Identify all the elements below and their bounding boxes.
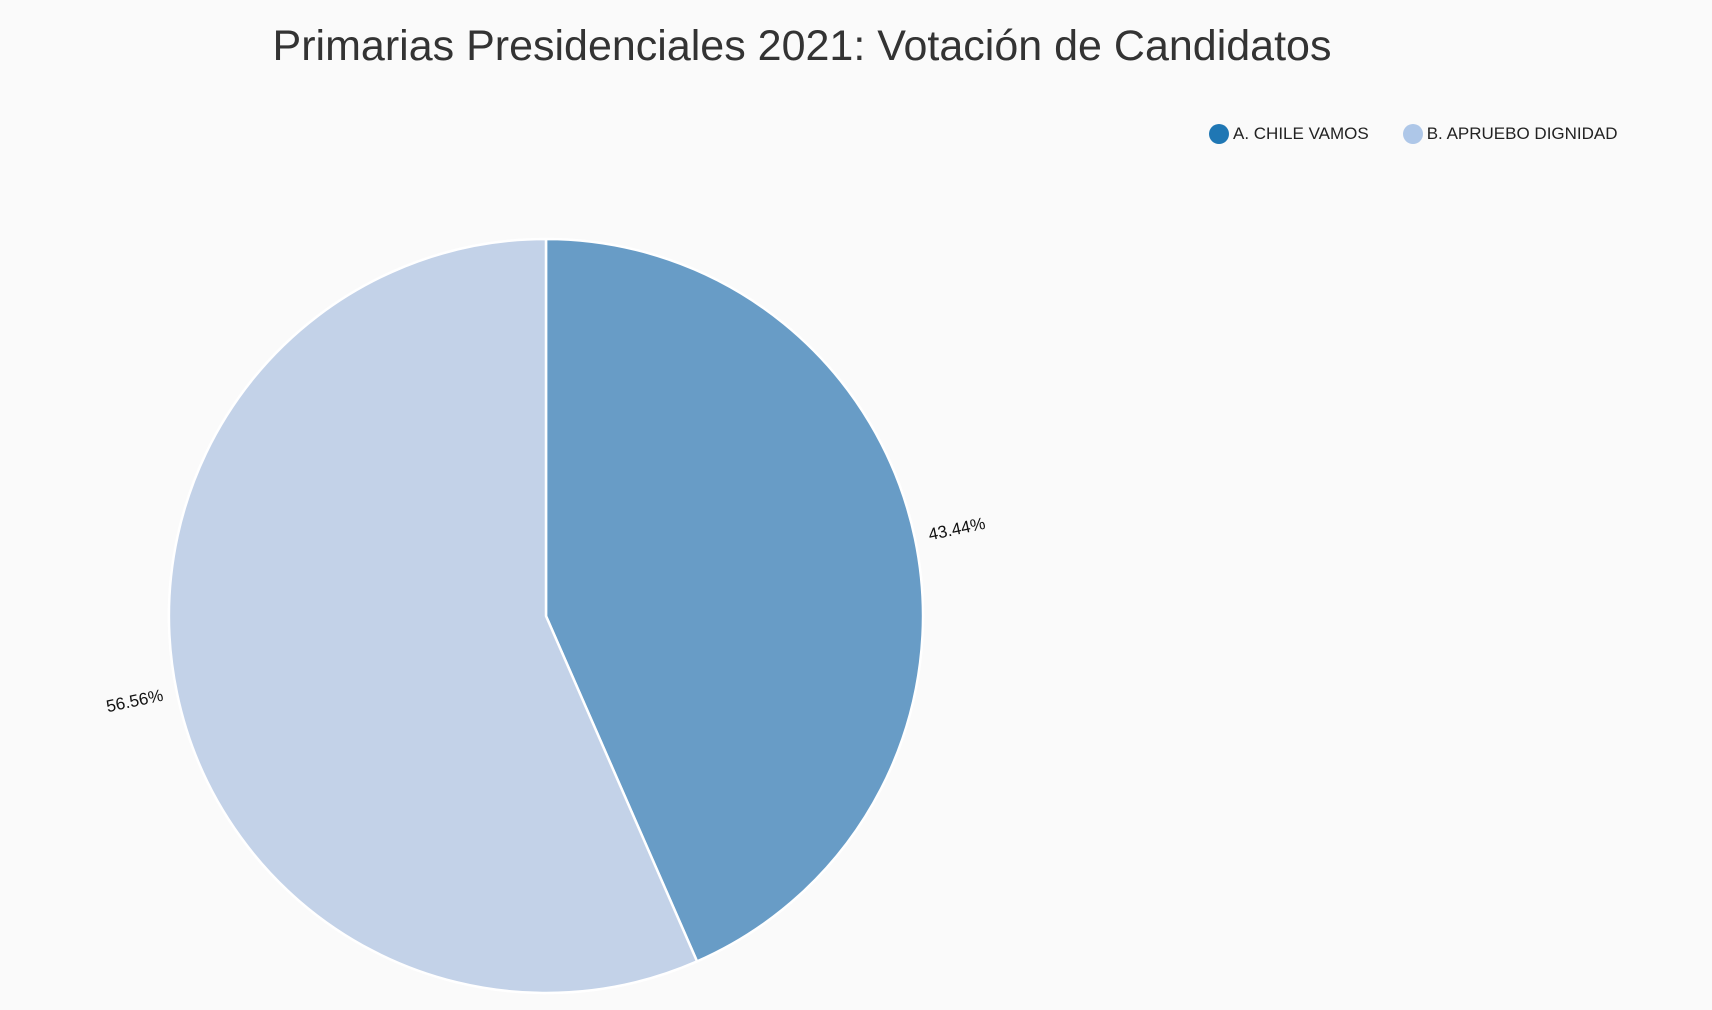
chart-title: Primarias Presidenciales 2021: Votación …	[272, 22, 1332, 70]
legend-label-apruebo-dignidad: B. APRUEBO DIGNIDAD	[1426, 124, 1618, 143]
legend-label-chile-vamos: A. CHILE VAMOS	[1233, 124, 1369, 143]
pie-slice-0[interactable]	[544, 237, 925, 963]
legend-item-chile-vamos[interactable]: A. CHILE VAMOS	[1209, 124, 1369, 144]
slice-label-1: 56.56%	[105, 686, 165, 716]
legend-swatch-chile-vamos	[1209, 124, 1229, 144]
legend-item-apruebo-dignidad[interactable]: B. APRUEBO DIGNIDAD	[1402, 124, 1618, 144]
legend: A. CHILE VAMOS B. APRUEBO DIGNIDAD	[1209, 124, 1652, 144]
legend-swatch-apruebo-dignidad	[1402, 124, 1423, 144]
pie-slice-1[interactable]	[167, 237, 699, 995]
slice-label-0: 43.44%	[927, 514, 987, 544]
